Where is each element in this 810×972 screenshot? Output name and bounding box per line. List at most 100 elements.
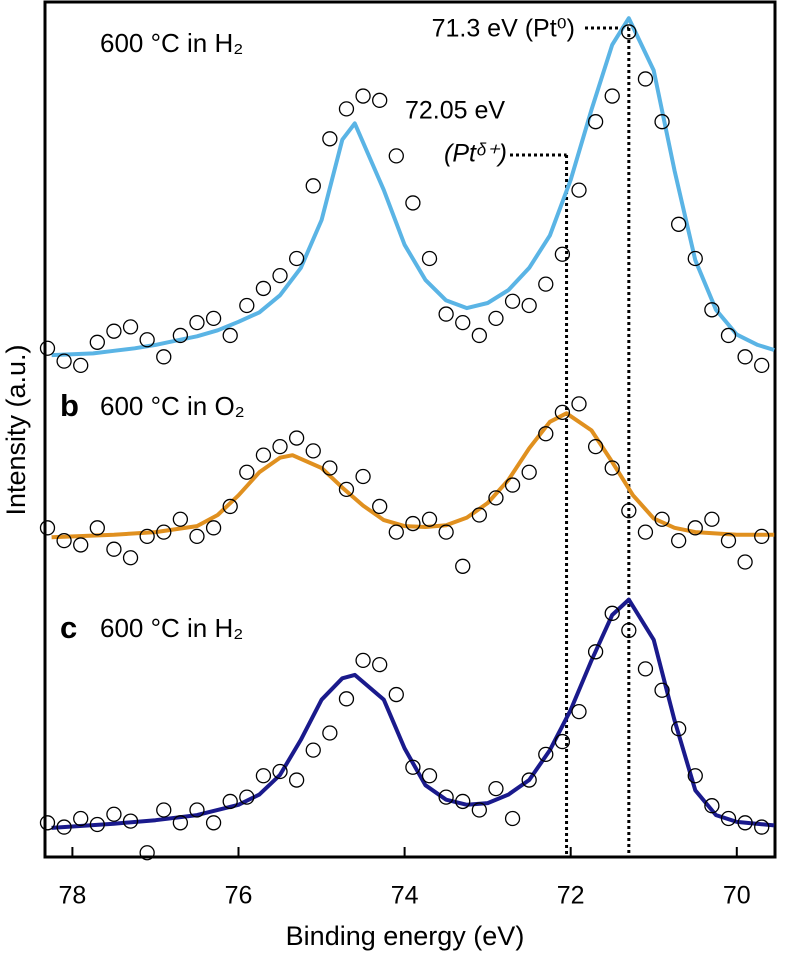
data-point — [338, 691, 355, 707]
x-tick-label: 78 — [58, 882, 86, 910]
data-point — [471, 802, 487, 818]
data-point — [122, 550, 139, 566]
data-point — [106, 323, 122, 339]
data-point — [438, 306, 454, 322]
data-point — [671, 721, 687, 737]
data-point — [73, 357, 89, 374]
data-point — [637, 524, 654, 540]
data-point — [239, 297, 255, 314]
data-point — [488, 490, 504, 506]
data-point — [421, 511, 438, 527]
fit-curve — [51, 16, 775, 358]
fit-curve — [51, 411, 775, 540]
data-point — [405, 759, 421, 775]
data-point — [521, 772, 537, 788]
data-point — [222, 498, 238, 515]
data-point — [438, 524, 454, 540]
data-point — [305, 178, 321, 194]
data-point — [521, 464, 537, 480]
data-point — [338, 101, 355, 117]
data-point — [189, 314, 205, 331]
data-point — [587, 438, 604, 455]
data-point — [538, 276, 554, 292]
data-point — [239, 789, 255, 805]
data-point — [305, 742, 321, 758]
data-point — [39, 340, 56, 356]
data-point — [73, 810, 89, 827]
data-point — [554, 733, 571, 750]
data-point — [754, 528, 770, 545]
data-point — [288, 250, 305, 267]
annotation: 600 °C in H₂ — [100, 613, 243, 643]
data-point — [737, 815, 753, 831]
panel-label: b — [60, 388, 79, 423]
x-tick-label: 72 — [557, 882, 585, 910]
data-point — [372, 656, 388, 673]
data-point — [571, 704, 587, 720]
data-point — [355, 88, 371, 104]
data-point — [621, 503, 637, 519]
data-point — [156, 524, 172, 540]
data-point — [637, 71, 654, 87]
data-point — [89, 520, 105, 536]
reference-label: 71.3 eV (Pt⁰) — [432, 15, 575, 43]
data-point — [56, 353, 72, 369]
data-point — [687, 250, 703, 267]
data-point — [288, 772, 305, 788]
data-point — [737, 349, 753, 365]
data-point — [39, 520, 56, 536]
data-point — [521, 297, 537, 314]
data-point — [687, 520, 703, 536]
data-point — [604, 460, 620, 476]
data-point — [587, 644, 604, 660]
data-point — [305, 443, 321, 459]
x-axis-label: Binding energy (eV) — [286, 921, 525, 951]
data-point — [455, 558, 471, 574]
data-point — [39, 815, 56, 831]
data-point — [671, 216, 687, 232]
reference-label: 72.05 eV — [405, 97, 505, 125]
data-point — [604, 605, 620, 621]
data-point — [754, 357, 770, 374]
data-point — [388, 686, 404, 703]
data-point — [205, 310, 222, 327]
data-point — [504, 293, 521, 309]
data-point — [338, 481, 355, 498]
data-point — [89, 334, 105, 350]
data-point — [172, 815, 189, 831]
data-point — [322, 725, 338, 741]
data-point — [704, 511, 720, 527]
data-point — [372, 498, 388, 515]
data-point — [405, 515, 421, 532]
y-axis-label: Intensity (a.u.) — [1, 344, 31, 515]
data-point — [106, 806, 122, 822]
data-point — [172, 511, 189, 527]
data-point — [56, 819, 72, 835]
data-point — [156, 349, 172, 365]
data-point — [255, 768, 272, 784]
data-point — [222, 327, 238, 344]
data-point — [671, 533, 687, 549]
x-tick-label: 76 — [225, 882, 253, 910]
data-point — [504, 477, 521, 493]
data-point — [205, 815, 222, 831]
data-point — [538, 746, 554, 763]
annotation: 600 °C in H₂ — [100, 28, 243, 58]
data-point — [355, 468, 371, 485]
data-point — [571, 396, 587, 412]
data-point — [56, 533, 72, 549]
data-point — [720, 810, 737, 827]
data-point — [89, 816, 105, 833]
data-point — [189, 528, 205, 545]
data-point — [604, 88, 620, 104]
data-point — [139, 845, 155, 861]
fit-curve — [51, 597, 775, 830]
data-point — [471, 327, 487, 344]
data-point — [73, 537, 89, 553]
data-point — [322, 460, 338, 476]
data-point — [737, 554, 753, 570]
data-point — [421, 250, 438, 267]
data-point — [288, 430, 305, 446]
data-point — [239, 464, 255, 480]
x-tick-label: 70 — [723, 882, 751, 910]
